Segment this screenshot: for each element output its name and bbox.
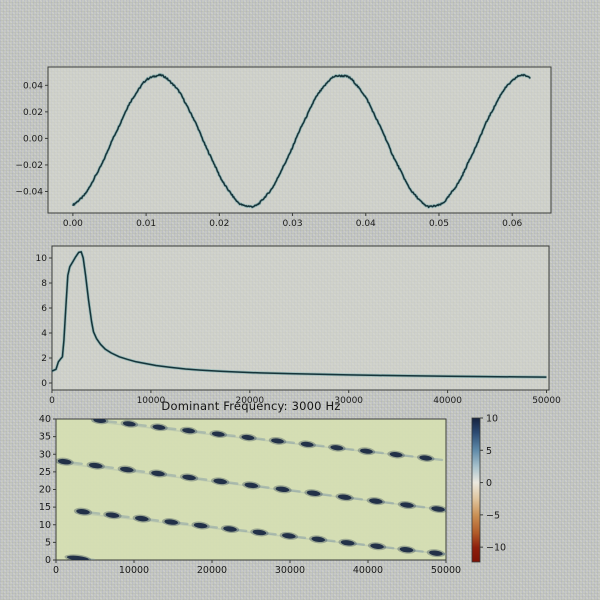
colorbar-tick-label: −5 <box>486 510 500 521</box>
spectrum-line <box>51 250 547 379</box>
y-tick-label: 0 <box>41 379 47 389</box>
x-tick-label: 40000 <box>353 565 383 576</box>
x-tick-label: 0.02 <box>209 219 229 229</box>
colorbar-tick-label: 5 <box>486 446 492 457</box>
y-tick-label: 35 <box>39 432 51 443</box>
x-tick-label: 0.01 <box>136 219 156 229</box>
x-tick-label: 10000 <box>119 565 149 576</box>
x-tick-label: 20000 <box>197 565 227 576</box>
y-tick-label: 0.02 <box>23 108 43 118</box>
y-tick-label: 10 <box>36 254 48 264</box>
colorbar-tick-label: 10 <box>486 414 498 425</box>
x-tick-label: 0.00 <box>63 219 83 229</box>
spectrogram-plot: 0 10000 20000 30000 40000 50000 0 5 10 15 20 25 30 35… <box>39 414 461 576</box>
y-tick-label: 4 <box>41 329 47 339</box>
x-tick-label: 0 <box>49 396 55 406</box>
x-tick-label: 50000 <box>532 396 561 406</box>
y-tick-label: −0.04 <box>15 187 43 197</box>
spectrogram-dots <box>56 419 446 560</box>
spectrogram-title: Dominant Frequency: 3000 Hz <box>161 399 341 413</box>
colorbar-tick-label: −10 <box>486 543 506 554</box>
waveform-line <box>71 73 532 209</box>
y-tick-label: 0.04 <box>23 81 43 91</box>
y-tick-label: 0.00 <box>23 134 43 144</box>
x-tick-label: 0.06 <box>502 219 522 229</box>
x-tick-label: 50000 <box>431 565 461 576</box>
waveform-plot: 0.00 0.01 0.02 0.03 0.04 0.05 0.06 0.04 0.02 0.00… <box>15 66 552 229</box>
y-tick-label: 25 <box>39 467 51 478</box>
x-tick-label: 0.04 <box>356 219 376 229</box>
x-tick-label: 0.05 <box>429 219 449 229</box>
colorbar-tick-label: 0 <box>486 478 492 489</box>
y-tick-label: 5 <box>45 537 51 548</box>
y-tick-label: 15 <box>39 502 51 513</box>
x-tick-label: 30000 <box>334 396 363 406</box>
x-tick-label: 30000 <box>275 565 305 576</box>
spectrum-plot: 0 10000 20000 30000 40000 50000 0 2 4 6 8 10 <box>36 245 561 406</box>
y-tick-label: 6 <box>41 304 47 314</box>
x-tick-label: 0 <box>53 565 59 576</box>
y-tick-label: 40 <box>39 414 51 425</box>
x-tick-label: 20000 <box>235 396 264 406</box>
y-tick-label: 0 <box>45 555 51 566</box>
y-tick-label: 30 <box>39 449 51 460</box>
x-tick-label: 0.03 <box>283 219 303 229</box>
colorbar: 10 5 0 −5 −10 <box>471 414 506 563</box>
y-tick-label: 10 <box>39 520 51 531</box>
x-tick-label: 10000 <box>137 396 166 406</box>
y-tick-label: 2 <box>41 354 47 364</box>
x-tick-label: 40000 <box>433 396 462 406</box>
y-tick-label: −0.02 <box>15 161 43 171</box>
y-tick-label: 20 <box>39 485 51 496</box>
y-tick-label: 8 <box>41 279 47 289</box>
